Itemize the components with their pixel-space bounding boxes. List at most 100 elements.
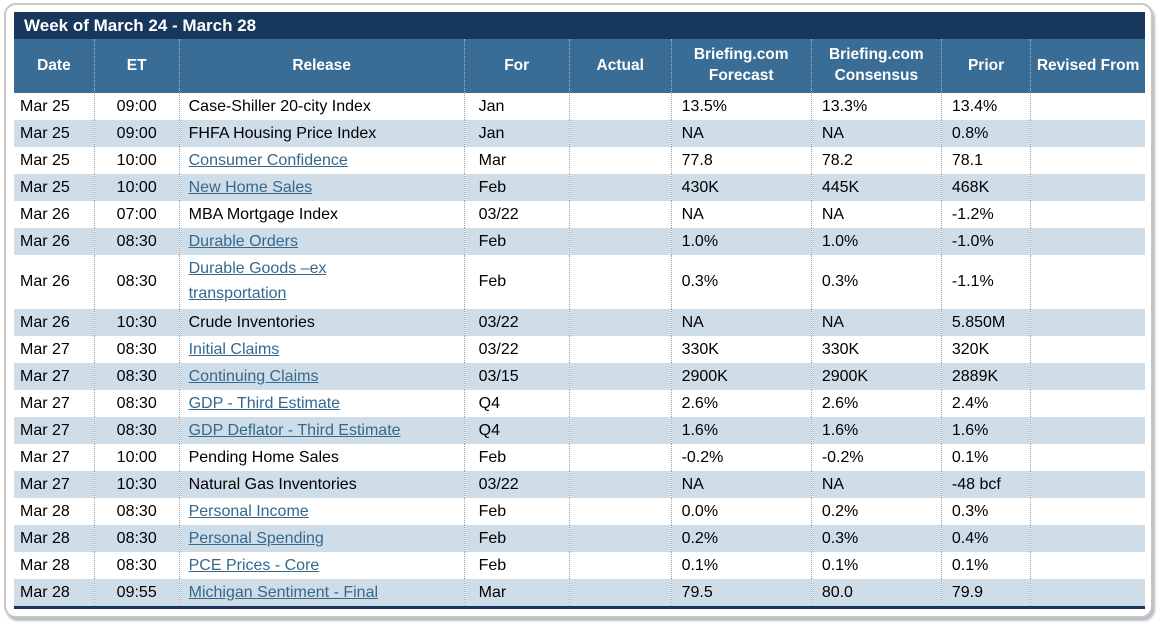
table-row: Mar 26 08:30 Durable Goods –ex transportat… xyxy=(14,255,1145,309)
cell-et: 08:30 xyxy=(93,498,180,525)
cell-consensus: 0.3% xyxy=(810,525,942,552)
cell-for: Q4 xyxy=(463,417,570,444)
cell-forecast: 2900K xyxy=(670,363,812,390)
cell-date: Mar 27 xyxy=(20,340,70,358)
cell-actual xyxy=(568,309,672,336)
release-link[interactable]: Continuing Claims xyxy=(188,367,319,385)
cell-et: 08:30 xyxy=(93,525,180,552)
cell-for: 03/22 xyxy=(463,336,570,363)
table-row: Mar 28 08:30 PCE Prices - Core Feb 0.1% 0.1% 0… xyxy=(14,552,1145,579)
cell-et: 08:30 xyxy=(93,228,180,255)
table-row: Mar 28 09:55 Michigan Sentiment - Final Mar… xyxy=(14,579,1145,606)
cell-prior: 13.4% xyxy=(940,93,1031,120)
release-link[interactable]: Consumer Confidence xyxy=(188,151,348,169)
release-link[interactable]: GDP Deflator - Third Estimate xyxy=(188,421,401,439)
cell-prior: 320K xyxy=(940,336,1031,363)
cell-actual xyxy=(568,120,672,147)
cell-et: 10:00 xyxy=(93,444,180,471)
release-link[interactable]: Durable Orders xyxy=(188,232,298,250)
cell-et: 09:00 xyxy=(93,120,180,147)
cell-et: 08:30 xyxy=(93,336,180,363)
cell-et: 09:55 xyxy=(93,579,180,606)
release-link[interactable]: Michigan Sentiment - Final xyxy=(188,583,379,601)
column-header-for: For xyxy=(463,39,570,93)
cell-actual xyxy=(568,390,672,417)
cell-consensus: NA xyxy=(810,309,942,336)
week-title: Week of March 24 - March 28 xyxy=(14,12,1145,39)
release-link[interactable]: Initial Claims xyxy=(188,340,280,358)
cell-actual xyxy=(568,417,672,444)
cell-for: Feb xyxy=(463,174,570,201)
cell-release: Durable Orders xyxy=(178,228,465,255)
table-row: Mar 26 07:00 MBA Mortgage Index 03/22 NA NA -1… xyxy=(14,201,1145,228)
cell-prior: 0.1% xyxy=(940,552,1031,579)
release-link[interactable]: GDP - Third Estimate xyxy=(188,394,341,412)
cell-release: GDP - Third Estimate xyxy=(178,390,465,417)
cell-forecast: NA xyxy=(670,201,812,228)
cell-for: 03/22 xyxy=(463,471,570,498)
cell-actual xyxy=(568,93,672,120)
column-header-revised: Revised From xyxy=(1030,39,1145,93)
cell-revised xyxy=(1030,309,1145,336)
cell-revised xyxy=(1030,444,1145,471)
cell-release: Case-Shiller 20-city Index xyxy=(178,93,465,120)
cell-consensus: 0.1% xyxy=(810,552,942,579)
table-row: Mar 27 08:30 Initial Claims 03/22 330K 330K 32… xyxy=(14,336,1145,363)
cell-date: Mar 25 xyxy=(20,151,70,169)
table-row: Mar 25 10:00 New Home Sales Feb 430K 445K 468K xyxy=(14,174,1145,201)
column-header-release: Release xyxy=(178,39,465,93)
cell-consensus: 80.0 xyxy=(810,579,942,606)
cell-et: 08:30 xyxy=(93,255,180,309)
release-link[interactable]: Personal Income xyxy=(188,502,309,520)
cell-date: Mar 25 xyxy=(20,97,70,115)
cell-prior: -1.2% xyxy=(940,201,1031,228)
cell-release: Personal Spending xyxy=(178,525,465,552)
column-header-date: Date xyxy=(14,39,95,93)
cell-et: 10:00 xyxy=(93,174,180,201)
cell-date: Mar 27 xyxy=(20,421,70,439)
cell-actual xyxy=(568,336,672,363)
release-link[interactable]: Personal Spending xyxy=(188,529,324,547)
cell-for: Mar xyxy=(463,147,570,174)
cell-release: Consumer Confidence xyxy=(178,147,465,174)
cell-consensus: 2.6% xyxy=(810,390,942,417)
cell-prior: 2889K xyxy=(940,363,1031,390)
cell-revised xyxy=(1030,471,1145,498)
cell-date: Mar 26 xyxy=(20,273,70,290)
cell-date: Mar 28 xyxy=(20,502,70,520)
cell-release: PCE Prices - Core xyxy=(178,552,465,579)
cell-forecast: 330K xyxy=(670,336,812,363)
cell-for: Mar xyxy=(463,579,570,606)
cell-for: Feb xyxy=(463,228,570,255)
cell-release: Pending Home Sales xyxy=(178,444,465,471)
cell-actual xyxy=(568,552,672,579)
release-link[interactable]: Durable Goods –ex transportation xyxy=(188,260,327,302)
cell-prior: 79.9 xyxy=(940,579,1031,606)
cell-forecast: 0.0% xyxy=(670,498,812,525)
cell-revised xyxy=(1030,255,1145,309)
cell-release: Crude Inventories xyxy=(178,309,465,336)
cell-forecast: NA xyxy=(670,471,812,498)
cell-actual xyxy=(568,174,672,201)
table-row: Mar 28 08:30 Personal Income Feb 0.0% 0.2% 0.3… xyxy=(14,498,1145,525)
cell-actual xyxy=(568,525,672,552)
cell-release: Personal Income xyxy=(178,498,465,525)
cell-actual xyxy=(568,471,672,498)
cell-forecast: NA xyxy=(670,120,812,147)
cell-forecast: 2.6% xyxy=(670,390,812,417)
release-link[interactable]: PCE Prices - Core xyxy=(188,556,320,574)
release-link[interactable]: New Home Sales xyxy=(188,178,313,196)
table-row: Mar 28 08:30 Personal Spending Feb 0.2% 0.3% 0… xyxy=(14,525,1145,552)
cell-for: Q4 xyxy=(463,390,570,417)
cell-prior: 0.3% xyxy=(940,498,1031,525)
cell-for: Feb xyxy=(463,498,570,525)
economic-calendar-panel: Week of March 24 - March 28 Date ET Releas… xyxy=(4,3,1153,618)
cell-date: Mar 28 xyxy=(20,556,70,574)
cell-prior: 1.6% xyxy=(940,417,1031,444)
cell-revised xyxy=(1030,201,1145,228)
cell-consensus: 0.2% xyxy=(810,498,942,525)
cell-release: New Home Sales xyxy=(178,174,465,201)
cell-actual xyxy=(568,147,672,174)
cell-consensus: NA xyxy=(810,120,942,147)
cell-prior: 468K xyxy=(940,174,1031,201)
